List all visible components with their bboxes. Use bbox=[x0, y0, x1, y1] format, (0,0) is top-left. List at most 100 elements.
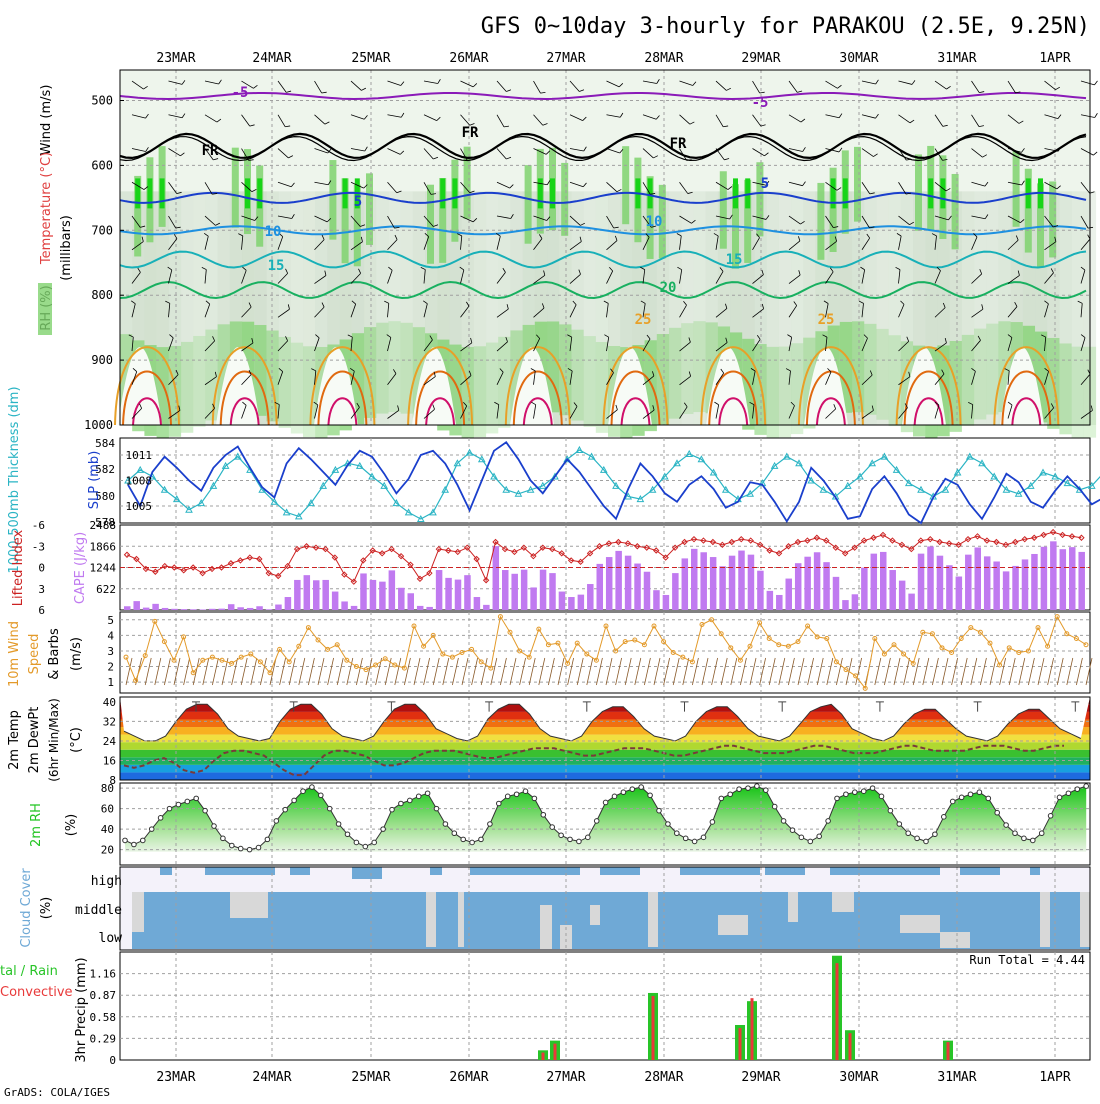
rh-point bbox=[602, 799, 609, 806]
wind-barb bbox=[898, 80, 913, 85]
rh-point bbox=[371, 839, 378, 846]
wind-barb bbox=[204, 215, 216, 226]
wind-speed-point bbox=[315, 637, 321, 643]
wind-speed-point bbox=[574, 640, 580, 646]
wind-barb-flag bbox=[604, 334, 609, 338]
wind-barb-flag bbox=[363, 184, 368, 189]
temp-contour-25 bbox=[895, 346, 962, 426]
lifted-index-tick-label: 0 bbox=[38, 562, 45, 575]
wind-barb bbox=[1080, 337, 1086, 352]
wind-barb-flag bbox=[167, 266, 173, 271]
wind-barb bbox=[533, 370, 536, 385]
thickness-point bbox=[673, 459, 681, 467]
rh-band-mid bbox=[498, 191, 511, 425]
rh-point bbox=[255, 844, 262, 851]
temp-contour-30 bbox=[610, 370, 661, 426]
wind-barb-flag bbox=[869, 192, 875, 195]
dewpoint-line bbox=[123, 744, 1064, 777]
rh-band-low bbox=[181, 341, 194, 433]
wind-barb bbox=[1044, 148, 1059, 152]
contour-label: 20 bbox=[660, 280, 677, 296]
wind-barb bbox=[1044, 337, 1047, 352]
surface-wind-barb bbox=[221, 657, 229, 686]
lifted-index-point bbox=[274, 572, 282, 580]
rh-band-mid bbox=[290, 191, 304, 425]
wind-barb bbox=[1007, 370, 1010, 385]
surface-wind-barb bbox=[375, 657, 382, 686]
wind-barb bbox=[460, 215, 474, 223]
wind-barb bbox=[825, 337, 828, 352]
rh-band-low bbox=[791, 343, 804, 435]
rh-band-low bbox=[351, 333, 365, 425]
rh-point bbox=[567, 836, 573, 843]
wind-barb-flag bbox=[400, 112, 405, 118]
wind-barb-flag bbox=[873, 153, 878, 157]
wind-barb-flag bbox=[834, 236, 838, 242]
thickness-point bbox=[319, 481, 328, 489]
wind-barb bbox=[606, 181, 618, 192]
rh-point bbox=[967, 791, 974, 798]
rh-band-low bbox=[595, 342, 609, 433]
cape-bar bbox=[360, 573, 367, 610]
surface-wind-barb bbox=[183, 657, 190, 686]
wind-speed-point bbox=[142, 653, 148, 659]
temp-contour-20 bbox=[119, 280, 1087, 300]
wind-barb-flag bbox=[869, 226, 875, 229]
rh-band-mid bbox=[181, 191, 194, 425]
date-label-bottom: 31MAR bbox=[937, 1070, 976, 1085]
wind-barb bbox=[1080, 80, 1095, 86]
wind-barb-flag bbox=[652, 371, 655, 377]
temp-contour-35 bbox=[815, 397, 846, 426]
surface-wind-barb bbox=[240, 657, 248, 686]
wind-axis-label-b: Speed bbox=[27, 634, 42, 675]
wind-barb-flag bbox=[968, 401, 973, 405]
wind-barb bbox=[898, 341, 909, 352]
thickness-point bbox=[807, 476, 816, 484]
wind-barb bbox=[277, 148, 289, 159]
wind-barb-flag bbox=[615, 404, 618, 410]
rh-point bbox=[976, 789, 983, 796]
lifted-index-point bbox=[813, 534, 821, 541]
rh-area bbox=[125, 786, 1087, 852]
wind-barb-flag bbox=[823, 300, 829, 304]
wind-barb-flag bbox=[253, 84, 258, 89]
lifted-index-point bbox=[189, 564, 197, 571]
surface-wind-barb bbox=[711, 657, 718, 686]
wind-barb-flag bbox=[1093, 151, 1098, 156]
wind-barb-flag bbox=[499, 368, 504, 373]
wind-barb bbox=[679, 80, 693, 86]
thickness-line bbox=[127, 449, 1100, 520]
lifted-index-point bbox=[936, 538, 943, 546]
surface-wind-barb bbox=[327, 657, 334, 686]
wind-barb bbox=[314, 306, 325, 318]
wind-barb bbox=[496, 114, 505, 128]
temp-contour-35 bbox=[132, 397, 162, 426]
wind-barb-flag bbox=[141, 236, 144, 242]
lifted-index-point bbox=[1040, 531, 1047, 539]
date-label-bottom: 28MAR bbox=[644, 1070, 683, 1085]
rh-point bbox=[1003, 822, 1009, 828]
temp-axis-label-a: 2m Temp bbox=[7, 710, 22, 770]
wind-barb-flag bbox=[827, 368, 832, 373]
cape-bar bbox=[898, 580, 906, 610]
wind-barb bbox=[131, 215, 141, 228]
rh-band-mid bbox=[888, 191, 901, 425]
wind-speed-point bbox=[152, 618, 158, 624]
wind-speed-point bbox=[680, 654, 686, 660]
wind-barb-flag bbox=[290, 182, 295, 187]
surface-wind-barb bbox=[154, 657, 162, 686]
pressure-tick-label: 700 bbox=[91, 223, 113, 237]
rh-point bbox=[148, 826, 155, 832]
wind-barb-flag bbox=[178, 405, 181, 411]
wind-speed-point bbox=[248, 651, 254, 657]
wind-speed-point bbox=[305, 625, 311, 631]
temp-contour-30 bbox=[122, 370, 172, 426]
thickness-point bbox=[1063, 479, 1072, 487]
wind-barb bbox=[314, 148, 328, 154]
wind-barb bbox=[168, 238, 178, 251]
rh-point bbox=[380, 826, 386, 832]
rh-band-moist bbox=[646, 176, 654, 259]
wind-speed-point bbox=[728, 645, 734, 651]
cloud-frame bbox=[119, 866, 1091, 951]
wind-barb bbox=[533, 404, 537, 419]
